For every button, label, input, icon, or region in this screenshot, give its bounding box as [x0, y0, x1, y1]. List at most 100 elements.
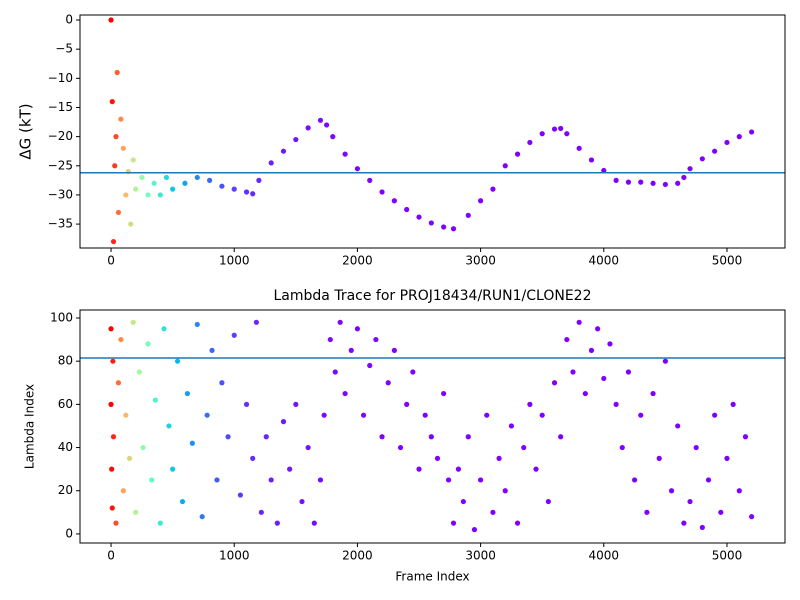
data-point — [576, 145, 582, 151]
data-point — [564, 336, 570, 343]
data-point — [551, 126, 558, 132]
data-point — [342, 151, 348, 157]
data-point — [613, 401, 619, 407]
data-point — [348, 347, 354, 353]
data-point — [428, 220, 434, 226]
data-point — [502, 163, 508, 169]
x-tick-label: 5000 — [712, 254, 743, 268]
data-point — [219, 380, 225, 386]
data-point — [601, 375, 607, 382]
data-point — [595, 326, 601, 332]
data-point — [576, 319, 582, 325]
data-point — [305, 125, 311, 131]
data-point — [140, 444, 146, 451]
data-point — [490, 509, 496, 515]
data-point — [699, 524, 705, 531]
data-point — [527, 139, 533, 146]
data-point — [736, 488, 742, 494]
x-tick-label: 4000 — [589, 549, 620, 563]
data-point — [114, 69, 120, 76]
y-axis-label: Lambda Index — [23, 384, 37, 469]
data-point — [263, 434, 269, 440]
data-point — [588, 347, 595, 353]
data-point — [379, 189, 385, 195]
data-point — [527, 401, 533, 407]
data-point — [613, 177, 619, 183]
data-point — [490, 186, 496, 192]
data-point — [675, 423, 681, 429]
data-point — [625, 369, 632, 375]
data-point — [601, 167, 607, 174]
data-point — [484, 412, 490, 418]
data-point — [110, 434, 117, 440]
data-point — [237, 492, 243, 498]
data-point — [558, 434, 564, 440]
data-point — [638, 179, 644, 185]
y-tick-label: 0 — [65, 13, 73, 27]
data-point — [118, 116, 124, 122]
data-point — [644, 509, 650, 515]
data-point — [194, 321, 200, 328]
data-point — [149, 477, 155, 483]
data-point — [699, 156, 705, 162]
y-tick-label: 40 — [58, 440, 73, 454]
data-point — [607, 341, 613, 347]
data-point — [749, 129, 755, 135]
x-tick-label: 2000 — [342, 549, 373, 563]
data-point — [508, 423, 515, 429]
x-tick-label: 1000 — [219, 254, 250, 268]
data-point — [650, 180, 656, 186]
axes-frame — [79, 14, 786, 249]
data-point — [204, 412, 210, 418]
data-point — [243, 401, 250, 407]
data-point — [465, 212, 471, 218]
x-tick-label: 1000 — [219, 549, 250, 563]
data-point — [133, 509, 139, 515]
data-point — [225, 434, 231, 440]
x-tick-label: 0 — [107, 549, 115, 563]
data-point — [182, 180, 188, 186]
data-point — [441, 224, 447, 230]
data-point — [293, 136, 299, 143]
data-point — [450, 226, 457, 232]
data-point — [570, 369, 576, 375]
data-point — [496, 455, 502, 461]
data-point — [287, 466, 293, 472]
data-point — [145, 192, 151, 198]
data-point — [416, 466, 422, 472]
data-point — [416, 214, 422, 220]
data-point — [214, 477, 220, 483]
data-point — [650, 390, 656, 397]
data-point — [625, 179, 632, 185]
data-point — [231, 186, 237, 192]
data-point — [385, 380, 391, 386]
data-point — [136, 369, 142, 375]
data-point — [243, 189, 250, 195]
y-tick-label: −20 — [48, 129, 73, 143]
data-point — [305, 444, 311, 451]
x-axis-label: Frame Index — [395, 570, 469, 584]
data-point — [681, 174, 687, 181]
y-tick-label: 0 — [65, 526, 73, 540]
y-tick-label: −30 — [48, 187, 73, 201]
data-point — [502, 488, 508, 494]
data-point — [115, 380, 122, 386]
data-point — [337, 319, 343, 325]
data-point — [391, 198, 397, 204]
data-point — [662, 181, 668, 188]
data-point — [724, 455, 730, 461]
data-point — [268, 477, 274, 483]
data-point — [551, 380, 558, 386]
data-point — [539, 131, 545, 137]
data-point — [280, 419, 287, 425]
data-point — [258, 509, 264, 515]
data-point — [179, 498, 186, 505]
y-tick-label: 100 — [50, 310, 73, 324]
data-point — [299, 498, 305, 505]
data-point — [110, 358, 116, 364]
data-point — [109, 99, 115, 105]
data-point — [250, 455, 256, 461]
data-point — [268, 160, 274, 166]
data-point — [638, 412, 644, 418]
